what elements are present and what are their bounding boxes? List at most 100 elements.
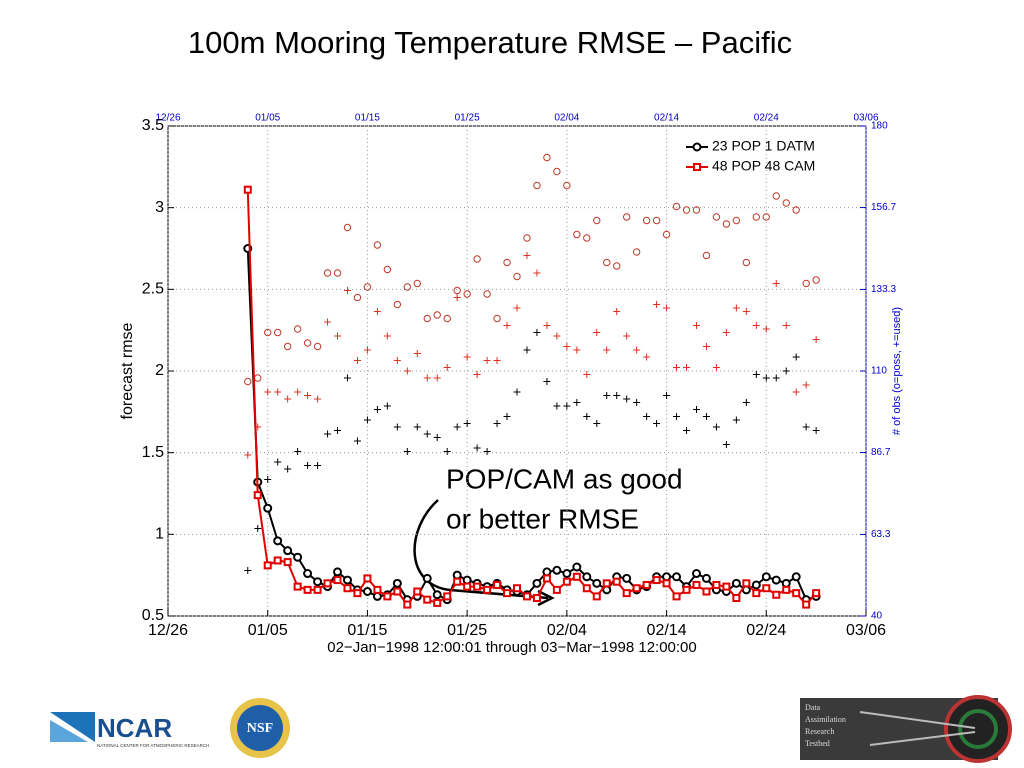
chart-title: 100m Mooring Temperature RMSE – Pacific [188, 25, 792, 60]
obs-marker [702, 413, 710, 420]
y-tick-label: 0.5 [142, 607, 164, 624]
series-marker [781, 578, 791, 588]
obs-marker [593, 329, 601, 336]
legend-marker [692, 142, 702, 152]
obs-marker [343, 223, 352, 232]
series-marker [293, 552, 303, 562]
obs-marker [622, 213, 631, 221]
series-marker [562, 569, 572, 579]
obs-marker [633, 346, 641, 354]
series-marker [552, 565, 562, 575]
ncar-text: NCAR [97, 713, 172, 743]
series-marker [652, 576, 661, 585]
obs-marker [663, 392, 671, 399]
obs-marker [563, 343, 571, 350]
series-marker [383, 592, 392, 601]
series-marker [432, 590, 442, 600]
obs-marker [413, 350, 421, 357]
obs-marker [423, 374, 431, 382]
ncar-subtext: NATIONAL CENTER FOR ATMOSPHERIC RESEARCH [97, 743, 209, 748]
top-tick-label: 03/06 [853, 113, 878, 124]
obs-marker [623, 395, 631, 403]
obs-marker [533, 269, 541, 277]
series-marker [253, 491, 262, 500]
obs-marker [543, 378, 551, 385]
y-tick-label: 2.5 [142, 281, 164, 298]
ncar-logo: NCAR NATIONAL CENTER FOR ATMOSPHERIC RES… [50, 712, 209, 748]
obs-marker [413, 279, 421, 288]
obs-marker [353, 437, 361, 445]
y-tick-label: 1.5 [142, 444, 164, 461]
obs-marker [453, 286, 461, 295]
obs-marker [583, 413, 591, 420]
series-marker [592, 592, 601, 601]
obs-marker [503, 258, 511, 267]
series-marker [642, 580, 651, 589]
obs-marker [463, 290, 471, 298]
nsf-disc [237, 705, 283, 751]
obs-marker [304, 462, 312, 469]
dart-text: Testbed [805, 739, 830, 748]
obs-marker [702, 251, 711, 260]
series-marker [662, 579, 671, 588]
series-marker [403, 600, 412, 609]
obs-marker [812, 276, 820, 284]
series-marker [333, 567, 343, 577]
dartboard [944, 695, 1012, 763]
series-marker [622, 573, 632, 583]
obs-marker [443, 314, 451, 323]
dart [869, 731, 976, 746]
series-marker [293, 582, 302, 591]
obs-marker [623, 332, 631, 340]
obs-marker [383, 402, 391, 410]
series-marker [772, 590, 781, 599]
series-marker [273, 536, 283, 546]
series-marker [413, 587, 422, 596]
obs-marker [662, 230, 671, 239]
y2-tick-label: 40 [871, 611, 883, 622]
obs-marker [593, 216, 601, 225]
obs-marker [673, 413, 681, 420]
obs-marker [284, 465, 292, 473]
obs-marker [802, 279, 810, 288]
obs-marker [284, 395, 292, 403]
series-marker [751, 580, 761, 590]
series-marker [453, 577, 462, 586]
series-marker [283, 546, 293, 556]
x-tick-label: 01/05 [248, 622, 288, 639]
obs-marker [653, 301, 661, 308]
series-marker [692, 580, 701, 589]
obs-marker [533, 329, 541, 336]
obs-marker [563, 181, 571, 190]
obs-marker [642, 216, 651, 225]
series-marker [392, 578, 402, 588]
dart-logo: Data Assimilation Research Testbed [800, 695, 1012, 763]
series-marker [433, 598, 442, 607]
y2-tick-label: 156.7 [871, 202, 896, 213]
obs-marker [363, 416, 371, 424]
obs-marker [632, 248, 641, 256]
dart-text: Assimilation [805, 715, 846, 724]
obs-marker [573, 399, 581, 406]
obs-marker [353, 293, 362, 302]
y2-tick-label: 63.3 [871, 529, 891, 540]
obs-marker [523, 346, 531, 354]
y2-tick-label: 86.7 [871, 447, 891, 458]
series-marker [243, 185, 252, 194]
obs-marker [762, 374, 770, 382]
obs-marker [523, 234, 531, 242]
series-marker [483, 585, 492, 594]
legend-box [669, 133, 853, 181]
obs-marker [772, 374, 780, 382]
obs-marker [603, 392, 611, 399]
annotation-arrow [413, 499, 549, 600]
obs-marker [393, 357, 401, 364]
nsf-text: NSF [247, 721, 273, 736]
obs-marker [313, 342, 322, 351]
obs-marker [274, 388, 282, 396]
series-marker [802, 600, 811, 609]
obs-marker [752, 371, 760, 378]
x-tick-label: 02/04 [547, 622, 587, 639]
series-marker [422, 573, 432, 583]
